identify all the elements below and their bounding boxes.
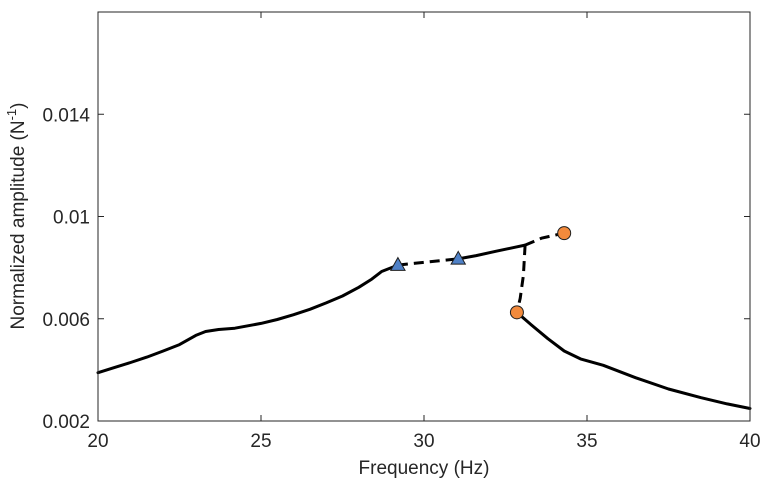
y-axis-label: Normalized amplitude (N-1) [4,103,29,330]
solid-branch-5 [515,310,752,410]
axes-box [97,11,751,422]
y-tick-label: 0.014 [42,105,90,126]
y-tick-label: 0.002 [42,412,90,433]
x-tick-label: 40 [739,431,760,452]
tick-layer: 20 25 30 35 40 0.002 0.006 0.01 0.014 [42,12,761,452]
y-axis-label-main: Normalized amplitude (N [8,120,29,329]
dashed-branch-1 [397,257,459,267]
x-tick-label: 30 [413,431,434,452]
marker-layer [389,226,572,320]
dashed-branch-3 [515,245,527,313]
dashed-branch-4 [524,231,565,247]
circle-marker [509,305,524,320]
x-tick-label: 20 [87,431,108,452]
solid-branch-0 [96,263,400,375]
y-axis-label-superscript: -1 [4,109,19,121]
x-tick-label: 25 [250,431,271,452]
x-axis-label: Frequency (Hz) [359,458,490,479]
y-axis-label-close: ) [8,103,29,109]
triangle-marker [450,250,467,265]
y-tick-label: 0.01 [53,208,90,229]
solid-branch-2 [456,243,527,261]
x-tick-label: 35 [576,431,597,452]
circle-marker [557,226,572,241]
triangle-marker [389,256,406,271]
curve-layer [96,231,752,410]
y-tick-label: 0.006 [42,310,90,331]
